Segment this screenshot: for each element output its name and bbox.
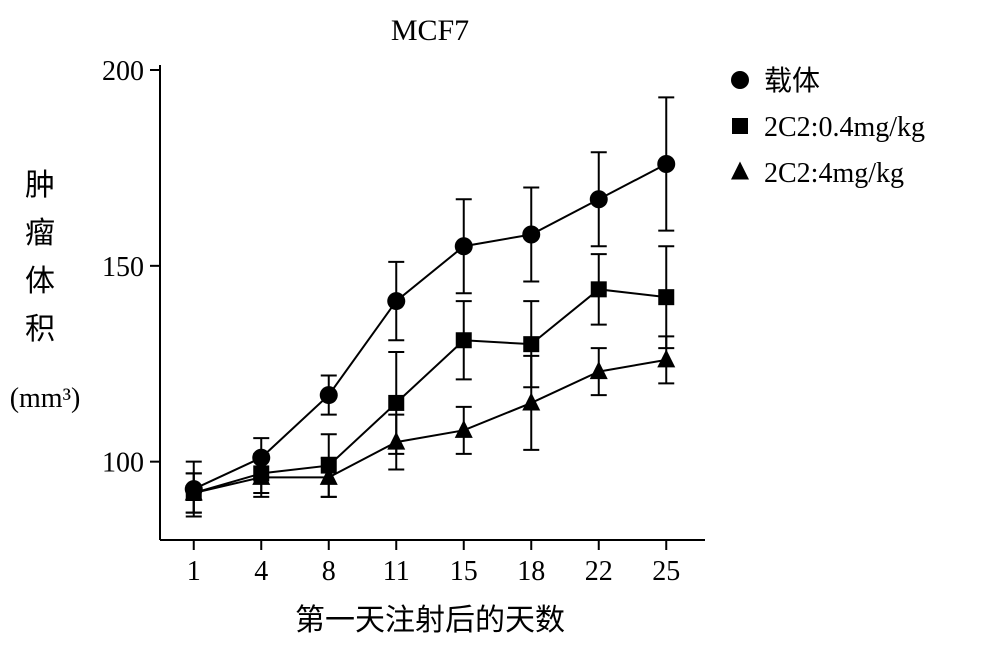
legend-label: 2C2:0.4mg/kg [764, 112, 925, 143]
marker-square [523, 336, 539, 352]
chart-title: MCF7 [391, 14, 469, 47]
marker-circle [522, 226, 540, 244]
y-axis-unit: (mm³) [10, 383, 81, 414]
chart-svg: MCF7 100 150 200 1 4 8 11 15 18 22 25 第一天注射后的天数 肿瘤体积 (… [0, 0, 1000, 658]
legend-item: 载体 [731, 65, 820, 97]
marker-circle [455, 237, 473, 255]
marker-triangle [522, 392, 540, 410]
x-tick-label: 15 [450, 556, 478, 587]
marker-square [591, 281, 607, 297]
legend-label: 载体 [764, 65, 820, 97]
marker-triangle [657, 349, 675, 367]
marker-triangle [455, 420, 473, 438]
marker-circle [320, 386, 338, 404]
x-tick-label: 1 [187, 556, 201, 587]
legend-label: 2C2:4mg/kg [764, 158, 904, 189]
marker-triangle [731, 162, 749, 180]
x-tick-label: 4 [254, 556, 268, 587]
y-tick-label: 200 [102, 56, 144, 87]
marker-square [456, 332, 472, 348]
y-axis-label-char: 瘤 [25, 217, 55, 250]
marker-circle [731, 71, 749, 89]
x-tick-label: 25 [652, 556, 680, 587]
chart-container: MCF7 100 150 200 1 4 8 11 15 18 22 25 第一天注射后的天数 肿瘤体积 (… [0, 0, 1000, 658]
x-tick-label: 11 [383, 556, 410, 587]
marker-square [388, 395, 404, 411]
y-axis-label-char: 积 [25, 313, 55, 346]
x-tick-label: 8 [322, 556, 336, 587]
marker-circle [590, 190, 608, 208]
marker-circle [657, 155, 675, 173]
x-tick-label: 22 [585, 556, 613, 587]
marker-square [658, 289, 674, 305]
legend-item: 2C2:4mg/kg [731, 158, 904, 189]
marker-square [732, 118, 748, 134]
y-tick-label: 150 [102, 252, 144, 283]
legend-item: 2C2:0.4mg/kg [732, 112, 925, 143]
x-tick-label: 18 [517, 556, 545, 587]
marker-circle [387, 292, 405, 310]
y-axis-label-char: 体 [25, 265, 55, 298]
x-axis-label: 第一天注射后的天数 [295, 604, 565, 637]
series-line [194, 164, 667, 489]
y-axis-label-char: 肿 [25, 169, 55, 202]
y-tick-label: 100 [102, 448, 144, 479]
series-triangle [185, 336, 676, 512]
